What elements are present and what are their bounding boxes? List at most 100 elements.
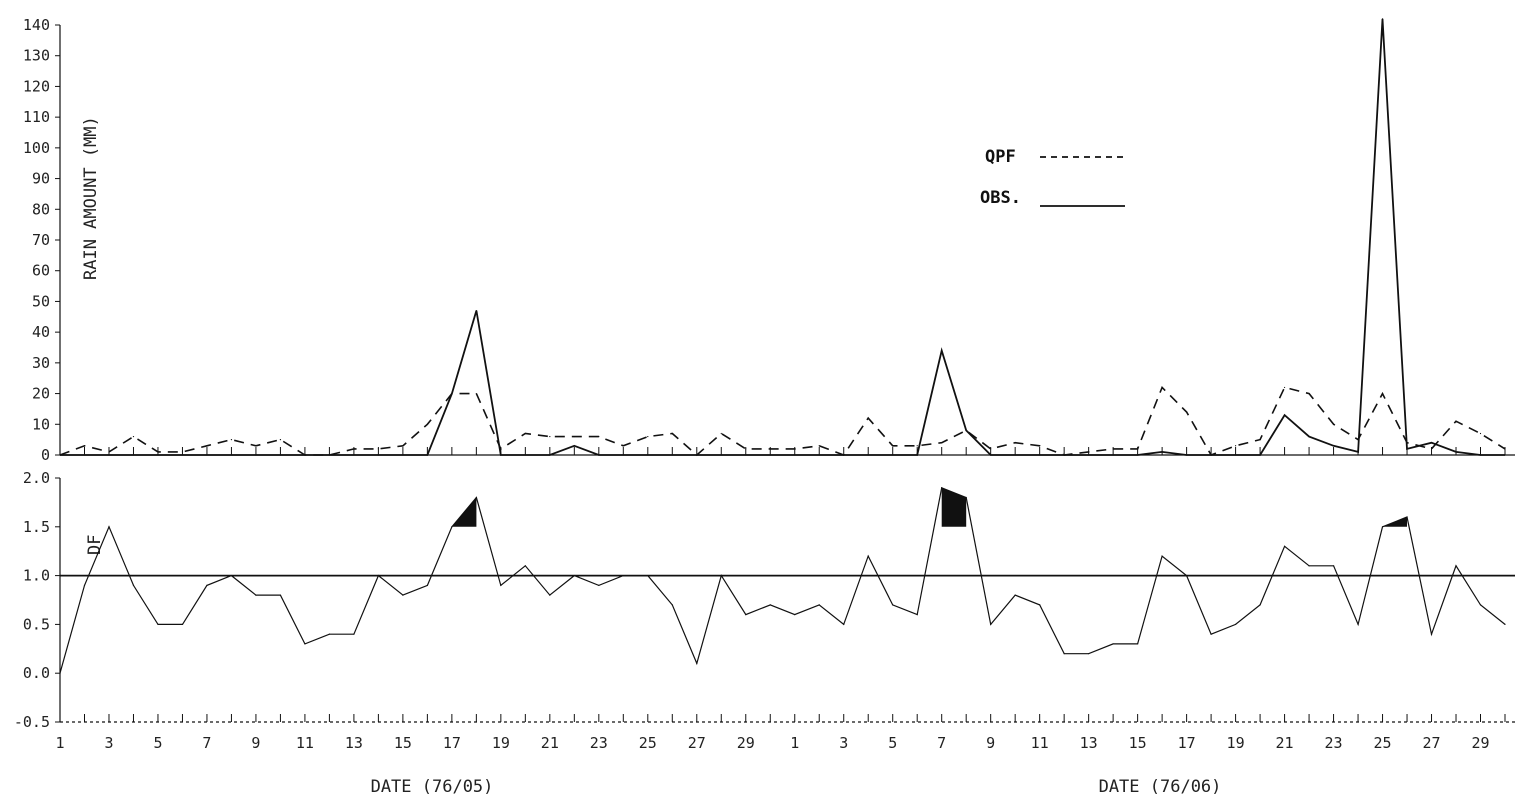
rain-y-tick-label: 130 (23, 47, 50, 65)
qpf-point (1479, 432, 1482, 435)
rain-y-tick-label: 20 (32, 385, 50, 403)
qpf-point (916, 445, 918, 447)
df-point (1479, 604, 1482, 606)
df-y-tick-label: 0.0 (23, 664, 50, 682)
df-point (867, 555, 869, 557)
qpf-point (1455, 420, 1457, 422)
qpf-point (1161, 386, 1163, 389)
date-tick-label: 23 (1325, 734, 1343, 752)
qpf-point (1014, 442, 1016, 444)
df-point (181, 623, 184, 626)
date-tick-label: 1 (790, 734, 799, 752)
date-tick-label: 25 (1374, 734, 1392, 752)
df-point (230, 575, 233, 577)
date-tick-label: 7 (937, 734, 946, 752)
df-point (671, 604, 673, 606)
date-tick-label: 19 (492, 734, 510, 752)
df-point (941, 487, 943, 489)
df-point (965, 496, 967, 499)
date-tick-label: 17 (1178, 734, 1196, 752)
rain-y-tick-label: 90 (32, 170, 50, 188)
rain-y-tick-label: 100 (23, 139, 50, 157)
df-point (108, 526, 110, 528)
df-point (696, 662, 698, 665)
date-tick-label: 11 (1031, 734, 1049, 752)
obs-point (1381, 18, 1384, 20)
qpf-point (426, 423, 428, 425)
qpf-point (720, 432, 722, 435)
df-point (500, 584, 502, 586)
df-point (1161, 555, 1163, 557)
obs-point (451, 392, 453, 395)
date-tick-label: 9 (251, 734, 260, 752)
rain-y-tick-label: 120 (23, 77, 50, 95)
df-point (255, 594, 257, 596)
rain-y-tick-label: 110 (23, 108, 50, 126)
legend: QPF OBS. (980, 147, 1125, 208)
date-tick-label: 7 (202, 734, 211, 752)
qpf-point (549, 435, 551, 438)
qpf-point (1381, 392, 1384, 395)
df-point (279, 594, 282, 596)
qpf-point (573, 435, 575, 438)
obs-point (1308, 435, 1310, 438)
qpf-point (83, 445, 86, 447)
df-point (843, 623, 845, 626)
df-point (1014, 594, 1016, 596)
df-point (1137, 643, 1139, 645)
date-tick-label: 15 (1129, 734, 1147, 752)
qpf-point (941, 442, 943, 444)
qpf-point (892, 445, 894, 447)
date-tick-label: 13 (1080, 734, 1098, 752)
qpf-point (622, 445, 624, 447)
date-tick-label: 27 (1422, 734, 1440, 752)
legend-label-qpf: QPF (985, 147, 1016, 167)
df-point (1406, 516, 1408, 518)
rain-y-tick-label: 10 (32, 415, 50, 433)
date-tick-label: 27 (688, 734, 706, 752)
df-point (328, 633, 331, 635)
date-tick-label: 15 (394, 734, 412, 752)
qpf-point (206, 445, 208, 447)
df-point (83, 584, 86, 586)
df-y-tick-label: 2.0 (23, 469, 50, 487)
qpf-point (1234, 445, 1237, 447)
rain-y-tick-label: 80 (32, 200, 50, 218)
qpf-point (671, 432, 673, 435)
df-point (1088, 653, 1090, 655)
rain-y-tick-label: 30 (32, 354, 50, 372)
df-point (916, 614, 918, 616)
df-point (647, 575, 649, 577)
qpf-point (867, 417, 869, 419)
qpf-point (1308, 392, 1310, 395)
qpf-point (132, 435, 135, 438)
obs-point (1283, 414, 1286, 416)
df-point (622, 575, 624, 577)
date-tick-label: 25 (639, 734, 657, 752)
date-tick-label: 3 (104, 734, 113, 752)
df-y-tick-label: 1.5 (23, 518, 50, 536)
df-y-tick-label: 0.5 (23, 615, 50, 633)
df-point (1234, 623, 1237, 626)
df-point (1063, 653, 1065, 655)
qpf-series-line (59, 385, 1506, 457)
date-tick-label: 9 (986, 734, 995, 752)
df-point (1504, 623, 1506, 626)
df-point (794, 614, 796, 616)
obs-series-line (60, 18, 1505, 456)
date-tick-label: 17 (443, 734, 461, 752)
obs-point (573, 445, 575, 447)
obs-point (965, 429, 967, 432)
obs-point (1332, 445, 1335, 447)
df-point (304, 643, 306, 645)
df-point (745, 614, 747, 616)
qpf-point (647, 435, 649, 438)
rain-y-axis-title: RAIN AMOUNT (MM) (81, 116, 101, 280)
date-tick-label: 29 (737, 734, 755, 752)
df-point (990, 623, 992, 626)
qpf-point (1332, 423, 1335, 425)
df-point (769, 604, 771, 606)
obs-point (475, 310, 477, 312)
x-axis-title-may: DATE (76/05) (371, 777, 494, 797)
df-point (818, 604, 820, 606)
